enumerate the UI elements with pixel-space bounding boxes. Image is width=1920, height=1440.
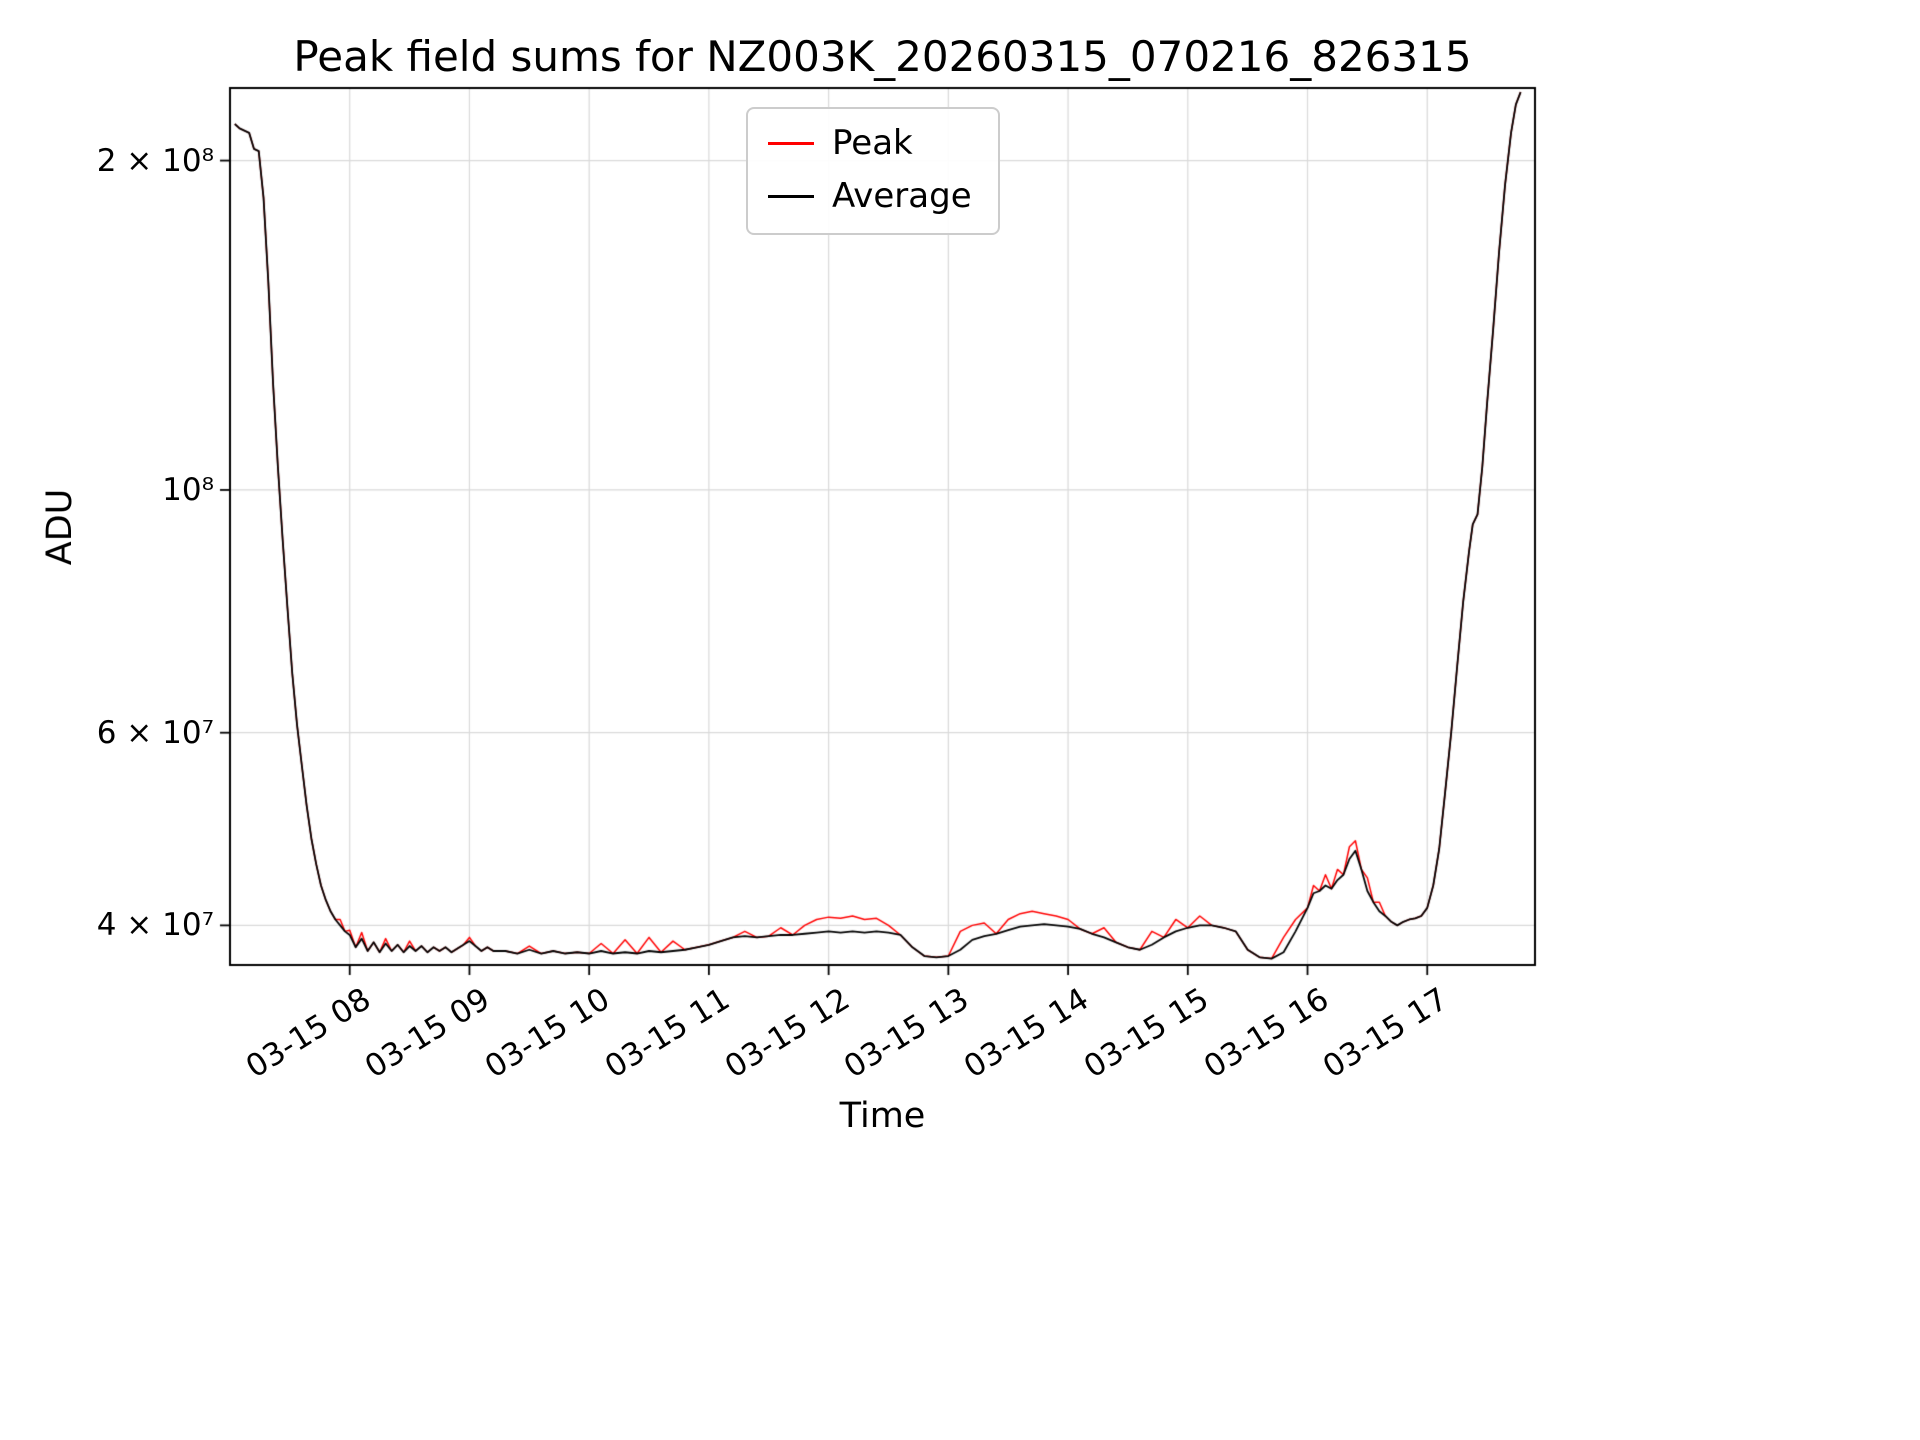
y-tick-label: 10⁸ [162, 471, 214, 508]
y-tick-label: 6 × 10⁷ [96, 714, 214, 751]
chart-title: Peak field sums for NZ003K_20260315_0702… [293, 32, 1472, 81]
legend-entry-average: Average [768, 176, 972, 217]
legend-entry-peak: Peak [768, 123, 972, 164]
y-tick-label: 2 × 10⁸ [96, 142, 214, 179]
y-tick-label: 4 × 10⁷ [96, 907, 214, 944]
x-axis-label: Time [839, 1096, 926, 1136]
legend: Peak Average [746, 107, 1000, 235]
average-line-swatch [768, 194, 814, 198]
y-axis-label: ADU [40, 488, 80, 566]
peak-line-swatch [768, 141, 814, 145]
legend-label-average: Average [832, 175, 972, 216]
legend-label-peak: Peak [832, 123, 913, 163]
